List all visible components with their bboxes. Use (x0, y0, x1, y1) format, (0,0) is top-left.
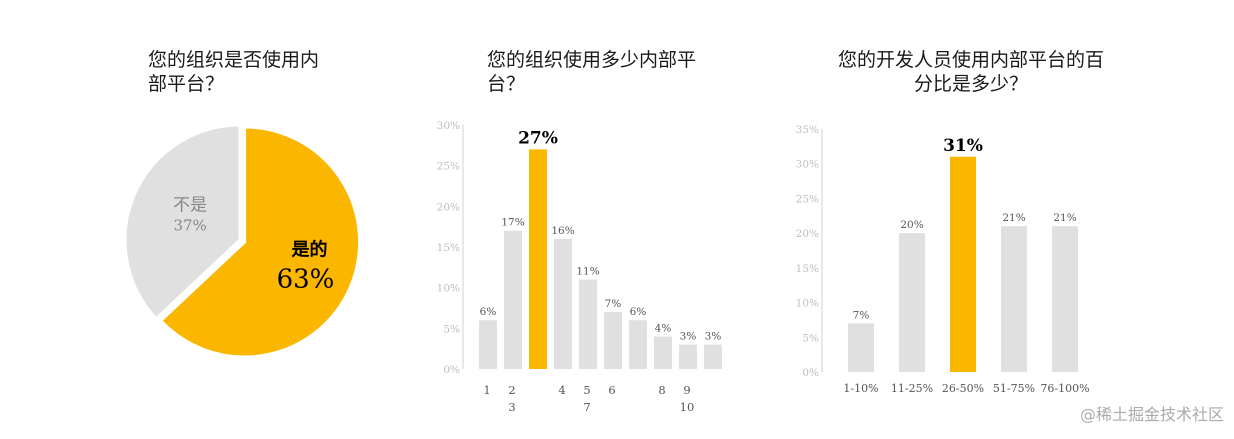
y-tick-label: 35% (796, 124, 819, 136)
bar-3 (554, 238, 572, 369)
x-tick-label: 5 (583, 383, 590, 397)
bar-chart-2-title: 您的组织使用多少内部平 台？ (487, 49, 697, 95)
bar-2 (950, 156, 976, 372)
bar-value-label-6: 6% (630, 306, 647, 318)
x-tick-label: 3 (508, 400, 515, 414)
bar-value-label-5: 7% (605, 298, 622, 310)
y-tick-label: 10% (437, 283, 460, 295)
bar-value-label-1: 20% (900, 219, 923, 231)
y-tick-label: 30% (796, 159, 819, 171)
y-tick-label: 0% (802, 367, 819, 379)
bar-chart-3-title: 您的开发人员使用内部平台的百 分比是多少？ (837, 49, 1104, 95)
x-tick-label: 76-100% (1040, 382, 1089, 395)
pie-chart-title: 您的组织是否使用内 部平台？ (148, 49, 320, 95)
bar-6 (629, 320, 647, 369)
x-tick-label: 9 (683, 383, 690, 397)
bar-3 (1001, 226, 1027, 372)
pie-slice-1 (123, 123, 242, 321)
bar-value-label-9: 3% (705, 331, 722, 343)
bar-value-label-2: 27% (518, 128, 558, 148)
bar-7 (654, 336, 672, 369)
y-tick-label: 20% (796, 228, 819, 240)
bar-1 (899, 233, 925, 372)
watermark: @稀土掘金技术社区 (1079, 405, 1224, 424)
bar-value-label-4: 11% (576, 266, 599, 278)
bar-0 (479, 320, 497, 369)
x-tick-label: 10 (680, 400, 695, 414)
y-tick-label: 20% (437, 201, 460, 213)
pie-label-1: 不是 (173, 195, 207, 215)
pie-value-0: 63% (277, 265, 335, 295)
bar-5 (604, 312, 622, 369)
y-tick-label: 10% (796, 298, 819, 310)
bar-value-label-3: 21% (1002, 212, 1025, 224)
x-tick-label: 2 (508, 383, 515, 397)
y-tick-label: 15% (796, 263, 819, 275)
x-tick-label: 7 (583, 400, 590, 414)
x-tick-label: 26-50% (942, 382, 984, 395)
bar-1 (504, 230, 522, 369)
bar-chart-3: 0% 5% 10% 15% 20% 25% 30% 35% 7% 20% 31% 21% 21% 1-10… (796, 124, 1090, 395)
x-tick-label: 1 (483, 383, 490, 397)
bar-value-label-3: 16% (551, 225, 574, 237)
bar-value-label-0: 6% (480, 306, 497, 318)
bar-value-label-8: 3% (680, 331, 697, 343)
y-tick-label: 15% (437, 242, 460, 254)
y-tick-label: 5% (802, 332, 819, 344)
y-tick-label: 30% (437, 120, 460, 132)
x-tick-label: 6 (608, 383, 615, 397)
y-tick-label: 25% (796, 193, 819, 205)
bar-9 (704, 344, 722, 369)
bar-4 (1052, 226, 1078, 372)
x-tick-label: 51-75% (993, 382, 1035, 395)
bar-value-label-4: 21% (1053, 212, 1076, 224)
y-tick-label: 0% (443, 364, 460, 376)
bar-4 (579, 279, 597, 369)
pie-value-1: 37% (173, 216, 206, 234)
bar-value-label-1: 17% (501, 217, 524, 229)
pie-slice-0 (158, 125, 362, 359)
x-tick-label: 4 (558, 383, 565, 397)
x-tick-label: 1-10% (843, 382, 878, 395)
bar-2 (529, 149, 547, 369)
y-tick-label: 5% (443, 323, 460, 335)
bar-value-label-2: 31% (943, 136, 983, 156)
bar-value-label-7: 4% (655, 322, 672, 334)
x-tick-label: 8 (658, 383, 665, 397)
bar-8 (679, 344, 697, 369)
pie-label-0: 是的 (290, 239, 327, 261)
bar-0 (848, 323, 874, 372)
bar-chart-2: 0% 5% 10% 15% 20% 25% 30% 6% 17% 27% 16% 11% 7% 6% 4% 3… (437, 120, 722, 414)
y-tick-label: 25% (437, 161, 460, 173)
x-tick-label: 11-25% (891, 382, 933, 395)
bar-value-label-0: 7% (853, 309, 870, 321)
